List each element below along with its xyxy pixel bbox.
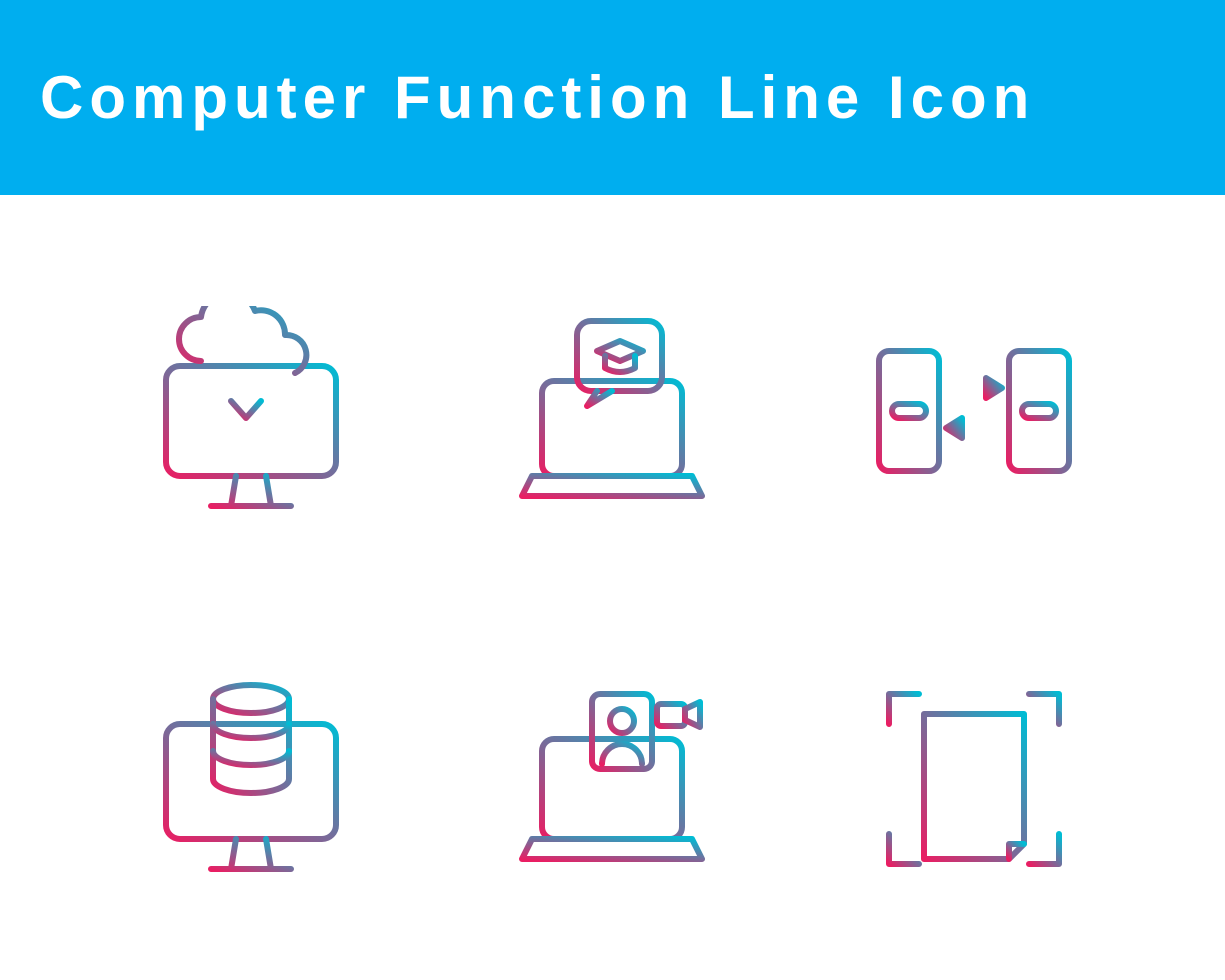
cloud-download-monitor-icon bbox=[100, 255, 402, 578]
database-monitor-icon bbox=[100, 618, 402, 941]
online-education-laptop-icon bbox=[462, 255, 764, 578]
page-title: Computer Function Line Icon bbox=[40, 63, 1035, 132]
video-call-laptop-icon bbox=[462, 618, 764, 941]
document-scan-icon bbox=[823, 618, 1125, 941]
header-banner: Computer Function Line Icon bbox=[0, 0, 1225, 195]
icon-grid bbox=[0, 195, 1225, 980]
device-sync-icon bbox=[823, 255, 1125, 578]
